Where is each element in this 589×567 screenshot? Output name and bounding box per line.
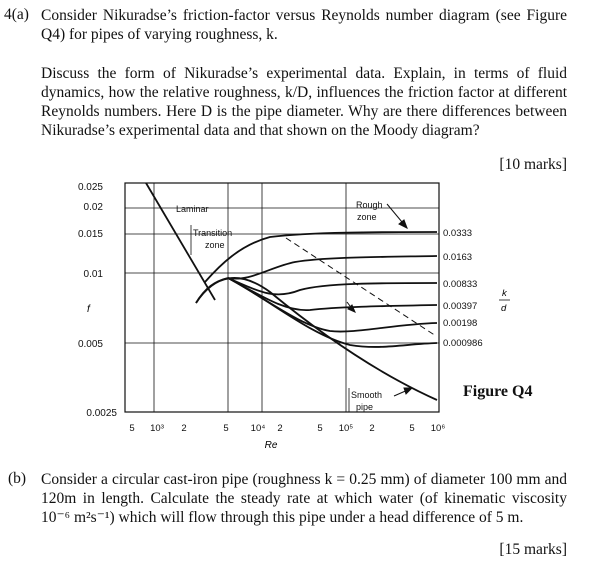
smooth-pipe-arrowhead (403, 387, 414, 395)
question-intro: Consider Nikuradse’s friction-factor ver… (41, 7, 567, 43)
curve-k-d-0.00397 (227, 277, 438, 311)
smooth-pipe-label: pipe (356, 402, 373, 412)
curve-k-d-0.000986 (227, 277, 438, 348)
x-tick-label: 2 (181, 423, 186, 434)
x-tick-label: 10⁶ (431, 423, 446, 434)
y-tick-label: 0.0025 (86, 408, 117, 419)
plot-frame (124, 182, 440, 413)
x-tick-label: 5 (223, 423, 228, 434)
x-tick-label: 5 (409, 423, 414, 434)
curve-k-d-0.00198 (227, 277, 438, 333)
k-over-d-label: k (502, 288, 508, 299)
curve-label: 0.000986 (443, 338, 483, 349)
horizontal-gridlines (125, 207, 439, 344)
figure-caption: Figure Q4 (463, 383, 533, 400)
y-tick-label: 0.01 (84, 269, 104, 280)
transition-zone-label: zone (205, 240, 225, 250)
rough-zone-label: zone (357, 212, 377, 222)
x-tick-label: 10⁵ (339, 423, 354, 434)
marks-part-a: [10 marks] (499, 156, 567, 173)
rough-zone-label: Rough (356, 200, 383, 210)
y-tick-label: 0.025 (78, 182, 103, 193)
smooth-pipe-label: Smooth (351, 390, 382, 400)
rough-zone-arrowhead (398, 219, 408, 230)
transition-connector-curve (195, 277, 229, 304)
curve-k-d-0.00833 (227, 277, 438, 296)
curve-k-d-0.0163 (227, 255, 438, 280)
y-tick-label: 0.02 (84, 202, 104, 213)
transition-zone-label: Transition (193, 228, 232, 238)
curve-label: 0.0163 (443, 252, 472, 263)
marks-part-b: [15 marks] (499, 541, 567, 558)
question-number: 4(a) (4, 6, 29, 23)
x-tick-label: 2 (369, 423, 374, 434)
curve-label: 0.00198 (443, 318, 477, 329)
laminar-label: Laminar (176, 204, 209, 214)
x-tick-label: 10³ (150, 423, 164, 434)
y-tick-label: 0.005 (78, 339, 103, 350)
part-b-text: Consider a circular cast-iron pipe (roug… (41, 471, 567, 526)
dashed-boundary-arrowhead (347, 304, 356, 313)
curve-label: 0.00833 (443, 279, 477, 290)
y-axis-label: f (87, 304, 91, 315)
x-tick-label: 5 (129, 423, 134, 434)
nikuradse-diagram: 0.025 0.02 0.015 0.01 0.005 0.0025 f 5 1… (78, 182, 510, 451)
y-tick-label: 0.015 (78, 229, 103, 240)
question-discussion: Discuss the form of Nikuradse’s experime… (41, 65, 567, 139)
x-tick-label: 5 (317, 423, 322, 434)
x-axis-label: Re (265, 440, 278, 451)
vertical-gridlines (153, 183, 347, 412)
x-tick-label: 10⁴ (251, 423, 266, 434)
smooth-pipe-curve (195, 277, 438, 401)
laminar-curve (145, 182, 216, 301)
part-b-label: (b) (8, 470, 27, 487)
x-tick-label: 2 (277, 423, 282, 434)
k-over-d-label: d (501, 303, 507, 314)
curve-label: 0.00397 (443, 301, 477, 312)
curve-label: 0.0333 (443, 228, 472, 239)
curve-k-d-0.0333 (204, 231, 438, 283)
